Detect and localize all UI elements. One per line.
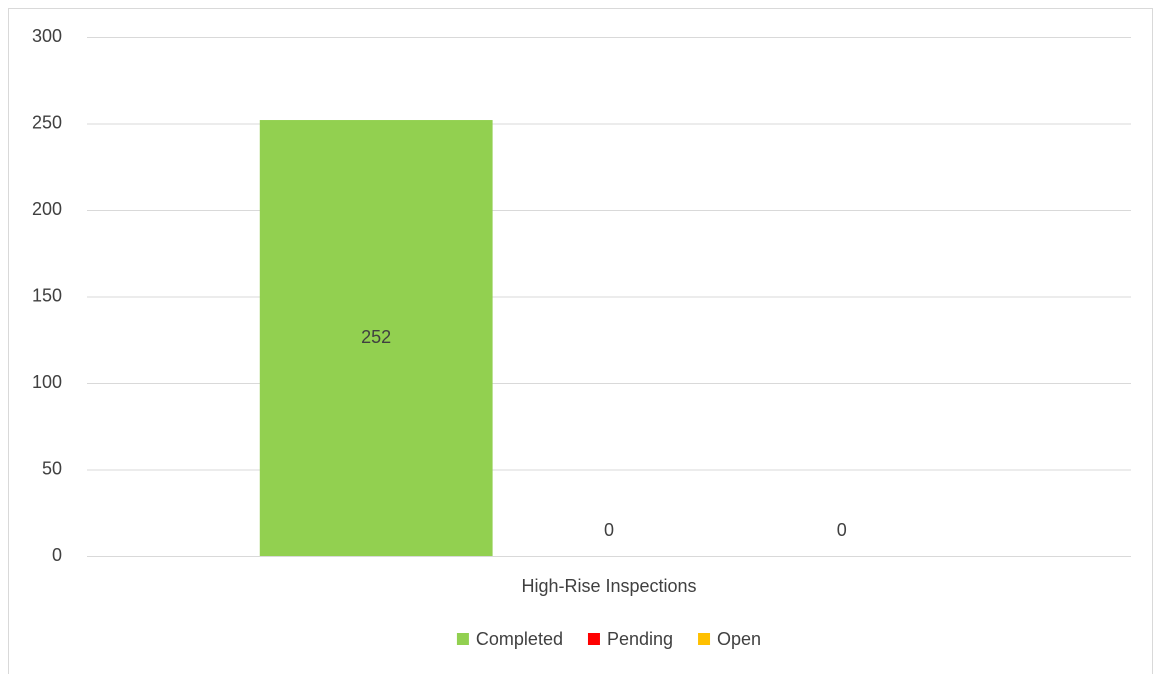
y-tick-label: 200 [32, 199, 62, 219]
data-label: 0 [837, 520, 847, 540]
y-tick-label: 300 [32, 26, 62, 46]
y-tick-label: 0 [52, 545, 62, 565]
chart-frame [8, 8, 1153, 674]
legend-swatch [587, 633, 600, 645]
data-label: 252 [361, 327, 391, 347]
y-tick-label: 250 [32, 112, 62, 132]
bar [259, 120, 493, 556]
y-tick-label: 100 [32, 372, 62, 392]
y-tick-label: 50 [42, 458, 62, 478]
legend-swatch [698, 633, 711, 645]
x-tick-label: High-Rise Inspections [521, 576, 696, 596]
legend-label: Completed [476, 629, 563, 649]
data-label: 0 [604, 520, 614, 540]
y-tick-label: 150 [32, 285, 62, 305]
legend-label: Pending [607, 629, 673, 649]
legend-swatch [456, 633, 469, 645]
legend-label: Open [717, 629, 761, 649]
